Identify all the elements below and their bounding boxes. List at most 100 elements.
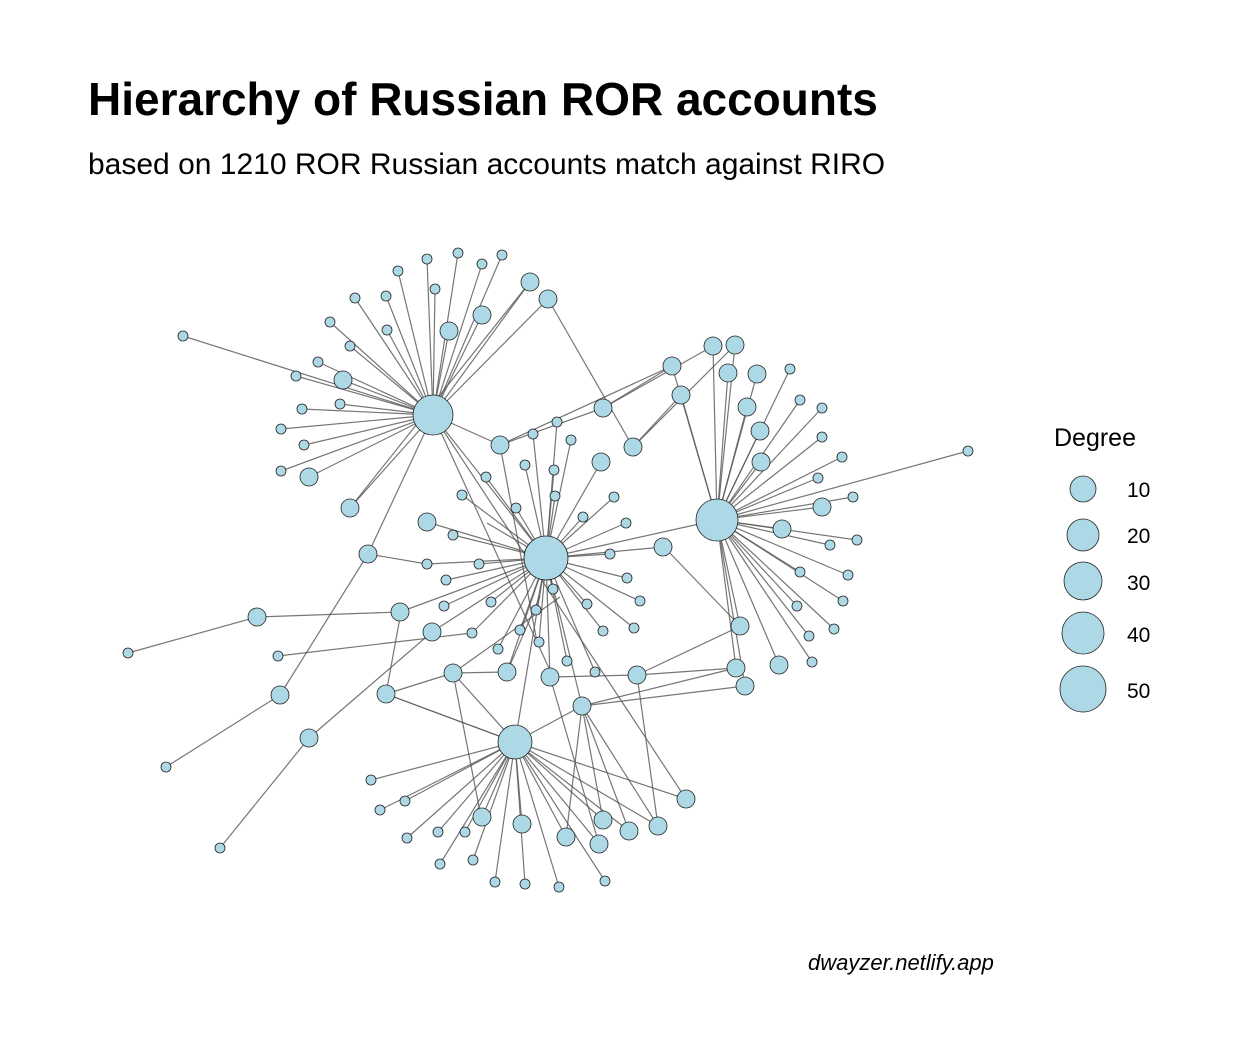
- leaf-node: [842, 569, 854, 581]
- leaf-node: [519, 459, 531, 471]
- legend-title: Degree: [1054, 424, 1136, 452]
- edge: [308, 414, 434, 478]
- edge: [399, 557, 547, 613]
- node-layer: [122, 247, 974, 893]
- node: [417, 512, 437, 532]
- edge: [277, 632, 473, 657]
- edge: [426, 258, 434, 416]
- edge: [514, 741, 567, 838]
- edge: [432, 281, 531, 416]
- edge: [636, 667, 737, 676]
- leaf-node: [828, 623, 840, 635]
- leaf-node: [794, 394, 806, 406]
- leaf-node: [816, 402, 828, 414]
- node: [497, 662, 517, 682]
- edge: [716, 450, 969, 521]
- node: [490, 435, 510, 455]
- edge: [716, 519, 810, 637]
- edge: [716, 519, 849, 576]
- hub-node: [523, 535, 569, 581]
- legend-label: 30: [1127, 572, 1150, 595]
- leaf-node: [847, 491, 859, 503]
- leaf-node: [577, 511, 589, 523]
- leaf-node: [549, 490, 561, 502]
- node: [472, 305, 492, 325]
- leaf-node: [324, 316, 336, 328]
- leaf-node: [334, 398, 346, 410]
- edge: [303, 414, 434, 446]
- node: [718, 363, 738, 383]
- node: [538, 289, 558, 309]
- edge: [545, 557, 583, 707]
- leaf-node: [312, 356, 324, 368]
- node: [422, 622, 442, 642]
- hub-node: [412, 394, 454, 436]
- edge: [367, 553, 428, 565]
- leaf-node: [275, 423, 287, 435]
- edge: [432, 288, 436, 416]
- leaf-node: [434, 858, 446, 870]
- edge: [452, 596, 561, 674]
- hub-node: [497, 724, 533, 760]
- leaf-node: [485, 596, 497, 608]
- edge: [308, 631, 433, 739]
- leaf-node: [514, 624, 526, 636]
- edge: [127, 616, 258, 654]
- leaf-node: [480, 471, 492, 483]
- node: [556, 827, 576, 847]
- edge: [432, 414, 547, 559]
- leaf-node: [489, 876, 501, 888]
- legend-circle: [1061, 611, 1105, 655]
- leaf-node: [962, 445, 974, 457]
- node: [735, 676, 755, 696]
- leaf-node: [440, 574, 452, 586]
- edge: [280, 414, 434, 430]
- leaf-node: [548, 464, 560, 476]
- leaf-node: [794, 566, 806, 578]
- leaf-node: [432, 826, 444, 838]
- edge: [581, 705, 604, 821]
- leaf-node: [459, 826, 471, 838]
- edge: [716, 519, 844, 602]
- leaf-node: [380, 290, 392, 302]
- edge: [432, 254, 503, 416]
- node: [627, 665, 647, 685]
- node: [730, 616, 750, 636]
- node: [591, 452, 611, 472]
- leaf-node: [608, 491, 620, 503]
- legend-circle: [1063, 561, 1103, 601]
- edge: [432, 263, 483, 416]
- edge: [636, 674, 659, 827]
- hub-node: [695, 498, 739, 542]
- leaf-node: [553, 881, 565, 893]
- leaf-node: [597, 625, 609, 637]
- edge: [280, 414, 434, 472]
- edge: [279, 553, 369, 696]
- leaf-node: [160, 761, 172, 773]
- edge: [514, 741, 604, 821]
- edge: [716, 519, 813, 663]
- edge: [716, 368, 791, 521]
- leaf-node: [392, 265, 404, 277]
- leaf-node: [374, 804, 386, 816]
- legend-circle: [1059, 665, 1107, 713]
- leaf-node: [561, 655, 573, 667]
- node: [340, 498, 360, 518]
- edge: [716, 519, 780, 666]
- leaf-node: [547, 583, 559, 595]
- edge: [716, 372, 729, 521]
- leaf-node: [456, 489, 468, 501]
- edge: [432, 414, 687, 800]
- leaf-node: [589, 666, 601, 678]
- leaf-node: [275, 465, 287, 477]
- node: [376, 684, 396, 704]
- edge: [439, 741, 516, 865]
- leaf-node: [510, 502, 522, 514]
- leaf-node: [467, 854, 479, 866]
- leaf-node: [791, 600, 803, 612]
- edge: [349, 281, 531, 509]
- node: [593, 810, 613, 830]
- node: [593, 398, 613, 418]
- edge: [295, 375, 434, 416]
